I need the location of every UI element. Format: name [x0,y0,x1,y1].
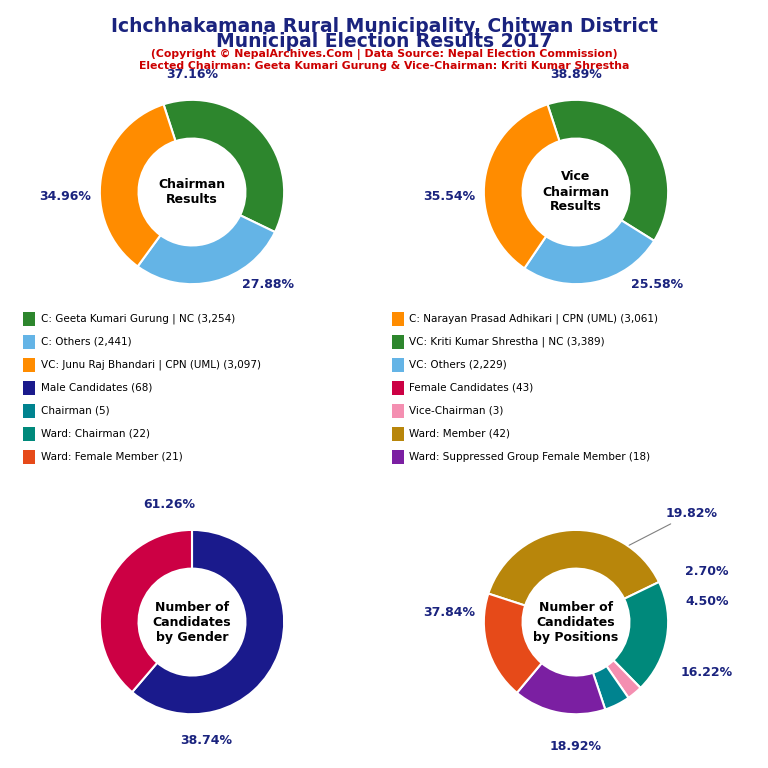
Text: 4.50%: 4.50% [685,595,729,608]
Wedge shape [488,530,659,605]
Text: 61.26%: 61.26% [143,498,195,511]
Wedge shape [607,660,641,698]
Text: 38.89%: 38.89% [550,68,602,81]
Wedge shape [100,104,175,266]
Text: Chairman (5): Chairman (5) [41,406,109,416]
Text: 38.74%: 38.74% [180,733,232,746]
Wedge shape [164,100,284,232]
Text: Vice-Chairman (3): Vice-Chairman (3) [409,406,504,416]
Text: 2.70%: 2.70% [685,565,729,578]
Text: 25.58%: 25.58% [631,278,684,290]
Text: 18.92%: 18.92% [550,740,602,753]
Text: VC: Others (2,229): VC: Others (2,229) [409,359,507,370]
Text: Number of
Candidates
by Positions: Number of Candidates by Positions [533,601,619,644]
Text: Elected Chairman: Geeta Kumari Gurung & Vice-Chairman: Kriti Kumar Shrestha: Elected Chairman: Geeta Kumari Gurung & … [139,61,629,71]
Text: Female Candidates (43): Female Candidates (43) [409,382,534,393]
Text: 27.88%: 27.88% [242,278,293,290]
Text: 34.96%: 34.96% [39,190,91,203]
Text: 35.54%: 35.54% [422,190,475,203]
Text: C: Others (2,441): C: Others (2,441) [41,336,131,347]
Text: Ward: Suppressed Group Female Member (18): Ward: Suppressed Group Female Member (18… [409,452,650,462]
Text: Ward: Female Member (21): Ward: Female Member (21) [41,452,183,462]
Text: 19.82%: 19.82% [629,507,717,545]
Wedge shape [137,215,275,284]
Text: 37.16%: 37.16% [166,68,218,81]
Wedge shape [593,666,628,710]
Text: Chairman
Results: Chairman Results [158,178,226,206]
Text: (Copyright © NepalArchives.Com | Data Source: Nepal Election Commission): (Copyright © NepalArchives.Com | Data So… [151,49,617,60]
Text: VC: Kriti Kumar Shrestha | NC (3,389): VC: Kriti Kumar Shrestha | NC (3,389) [409,336,605,347]
Text: Number of
Candidates
by Gender: Number of Candidates by Gender [153,601,231,644]
Wedge shape [132,530,284,714]
Wedge shape [484,104,559,268]
Wedge shape [484,594,541,693]
Text: 16.22%: 16.22% [680,667,733,679]
Text: Male Candidates (68): Male Candidates (68) [41,382,152,393]
Wedge shape [517,663,605,714]
Text: C: Narayan Prasad Adhikari | CPN (UML) (3,061): C: Narayan Prasad Adhikari | CPN (UML) (… [409,313,658,324]
Text: Ward: Member (42): Ward: Member (42) [409,429,511,439]
Wedge shape [525,220,654,284]
Text: Municipal Election Results 2017: Municipal Election Results 2017 [216,32,552,51]
Text: 37.84%: 37.84% [423,607,475,619]
Text: Ward: Chairman (22): Ward: Chairman (22) [41,429,150,439]
Text: Vice
Chairman
Results: Vice Chairman Results [542,170,610,214]
Wedge shape [100,530,192,692]
Text: VC: Junu Raj Bhandari | CPN (UML) (3,097): VC: Junu Raj Bhandari | CPN (UML) (3,097… [41,359,260,370]
Text: C: Geeta Kumari Gurung | NC (3,254): C: Geeta Kumari Gurung | NC (3,254) [41,313,235,324]
Wedge shape [548,100,668,241]
Text: Ichchhakamana Rural Municipality, Chitwan District: Ichchhakamana Rural Municipality, Chitwa… [111,17,657,36]
Wedge shape [614,582,668,688]
